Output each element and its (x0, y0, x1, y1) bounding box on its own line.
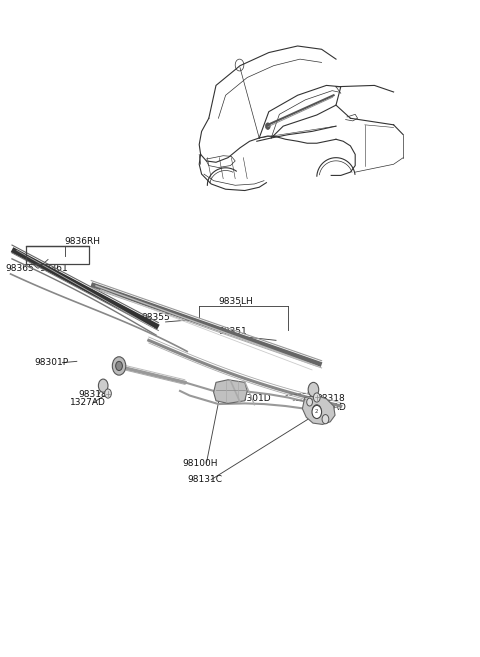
Circle shape (112, 357, 126, 375)
Circle shape (105, 389, 111, 398)
Text: 2: 2 (315, 409, 319, 415)
Circle shape (116, 361, 122, 371)
Text: 9836RH: 9836RH (65, 237, 101, 246)
Circle shape (307, 398, 312, 406)
Text: 98131C: 98131C (187, 475, 222, 484)
Circle shape (98, 379, 108, 392)
Text: 1327AD: 1327AD (70, 398, 106, 407)
Text: 9835LH: 9835LH (218, 296, 253, 306)
Text: 98361: 98361 (39, 263, 68, 273)
Circle shape (312, 405, 322, 419)
Text: 98318: 98318 (317, 394, 346, 403)
Text: 98100H: 98100H (182, 459, 218, 468)
Text: 98301P: 98301P (35, 358, 69, 367)
Polygon shape (302, 396, 335, 424)
Circle shape (308, 382, 319, 397)
Circle shape (313, 393, 320, 402)
Text: 98351: 98351 (218, 327, 247, 336)
Text: 98301D: 98301D (235, 394, 271, 403)
Text: 98355: 98355 (142, 313, 170, 322)
Polygon shape (214, 380, 247, 403)
Circle shape (265, 123, 270, 129)
Circle shape (312, 405, 321, 417)
Circle shape (322, 415, 329, 424)
Text: 1327AD: 1327AD (311, 403, 347, 412)
Text: 98318: 98318 (78, 390, 107, 399)
Text: 98365: 98365 (6, 263, 35, 273)
